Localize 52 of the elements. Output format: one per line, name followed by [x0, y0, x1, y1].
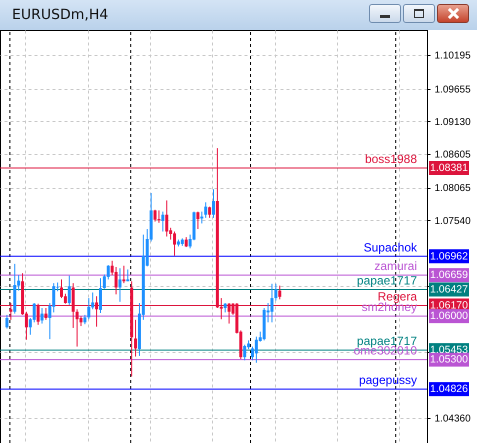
candlestick: [274, 283, 278, 302]
candlestick: [270, 283, 274, 323]
annotation: 1.08381: [430, 162, 468, 174]
y-tick-label: 1.07540: [434, 216, 472, 227]
candlestick: [278, 285, 282, 300]
candlestick: [161, 211, 164, 232]
y-tick-label: 1.08605: [434, 150, 472, 161]
candlestick: [208, 206, 212, 218]
candlestick: [254, 336, 258, 364]
annotation: 1.06000: [430, 310, 468, 322]
ref-line-label: zamurai: [374, 259, 417, 274]
y-tick-label: 1.09655: [434, 84, 472, 96]
ref-line-label: boss1988: [364, 152, 418, 166]
ref-line-label: Regera: [378, 290, 418, 304]
ref-line-label: Supachok: [364, 240, 418, 254]
candlestick: [224, 302, 227, 313]
y-tick-label: 1.09130: [434, 116, 472, 128]
candlestick: [44, 308, 48, 320]
annotation: 1.06170: [430, 300, 468, 312]
candlestick: [76, 308, 79, 348]
y-tick-label: 1.08065: [434, 183, 472, 194]
candlestick: [5, 314, 8, 330]
ref-line-label: papae1717: [356, 274, 418, 288]
candlestick: [40, 308, 44, 324]
annotation: 1.06427: [430, 284, 468, 296]
candlestick: [165, 200, 168, 237]
candlestick: [243, 344, 246, 361]
candlestick: [98, 278, 102, 314]
candlestick: [114, 266, 118, 295]
chart-title: EURUSDm,H4: [12, 7, 108, 23]
candlestick: [68, 275, 71, 306]
annotation: 1.05453: [430, 344, 468, 356]
y-tick-label: 1.10195: [434, 50, 472, 62]
annotation: 1.06659: [430, 269, 468, 282]
annotation: 1.06962: [430, 250, 468, 262]
candlestick: [134, 319, 138, 358]
candlestick: [173, 231, 176, 256]
annotation: 1.04826: [430, 383, 468, 396]
candlestick: [212, 188, 215, 218]
candlestick: [122, 265, 126, 284]
candlestick: [184, 236, 188, 248]
candlestick: [196, 211, 200, 230]
candlestick: [154, 209, 157, 222]
candlestick: [83, 314, 86, 325]
candlestick: [118, 268, 122, 302]
y-tick-label: 1.04360: [434, 414, 472, 425]
candlestick: [79, 316, 82, 327]
annotation: 1.05300: [430, 354, 468, 366]
candlestick: [60, 278, 64, 299]
ref-line-label: pagepussy: [358, 373, 417, 388]
candlestick: [126, 268, 130, 282]
candlestick: [157, 210, 160, 224]
